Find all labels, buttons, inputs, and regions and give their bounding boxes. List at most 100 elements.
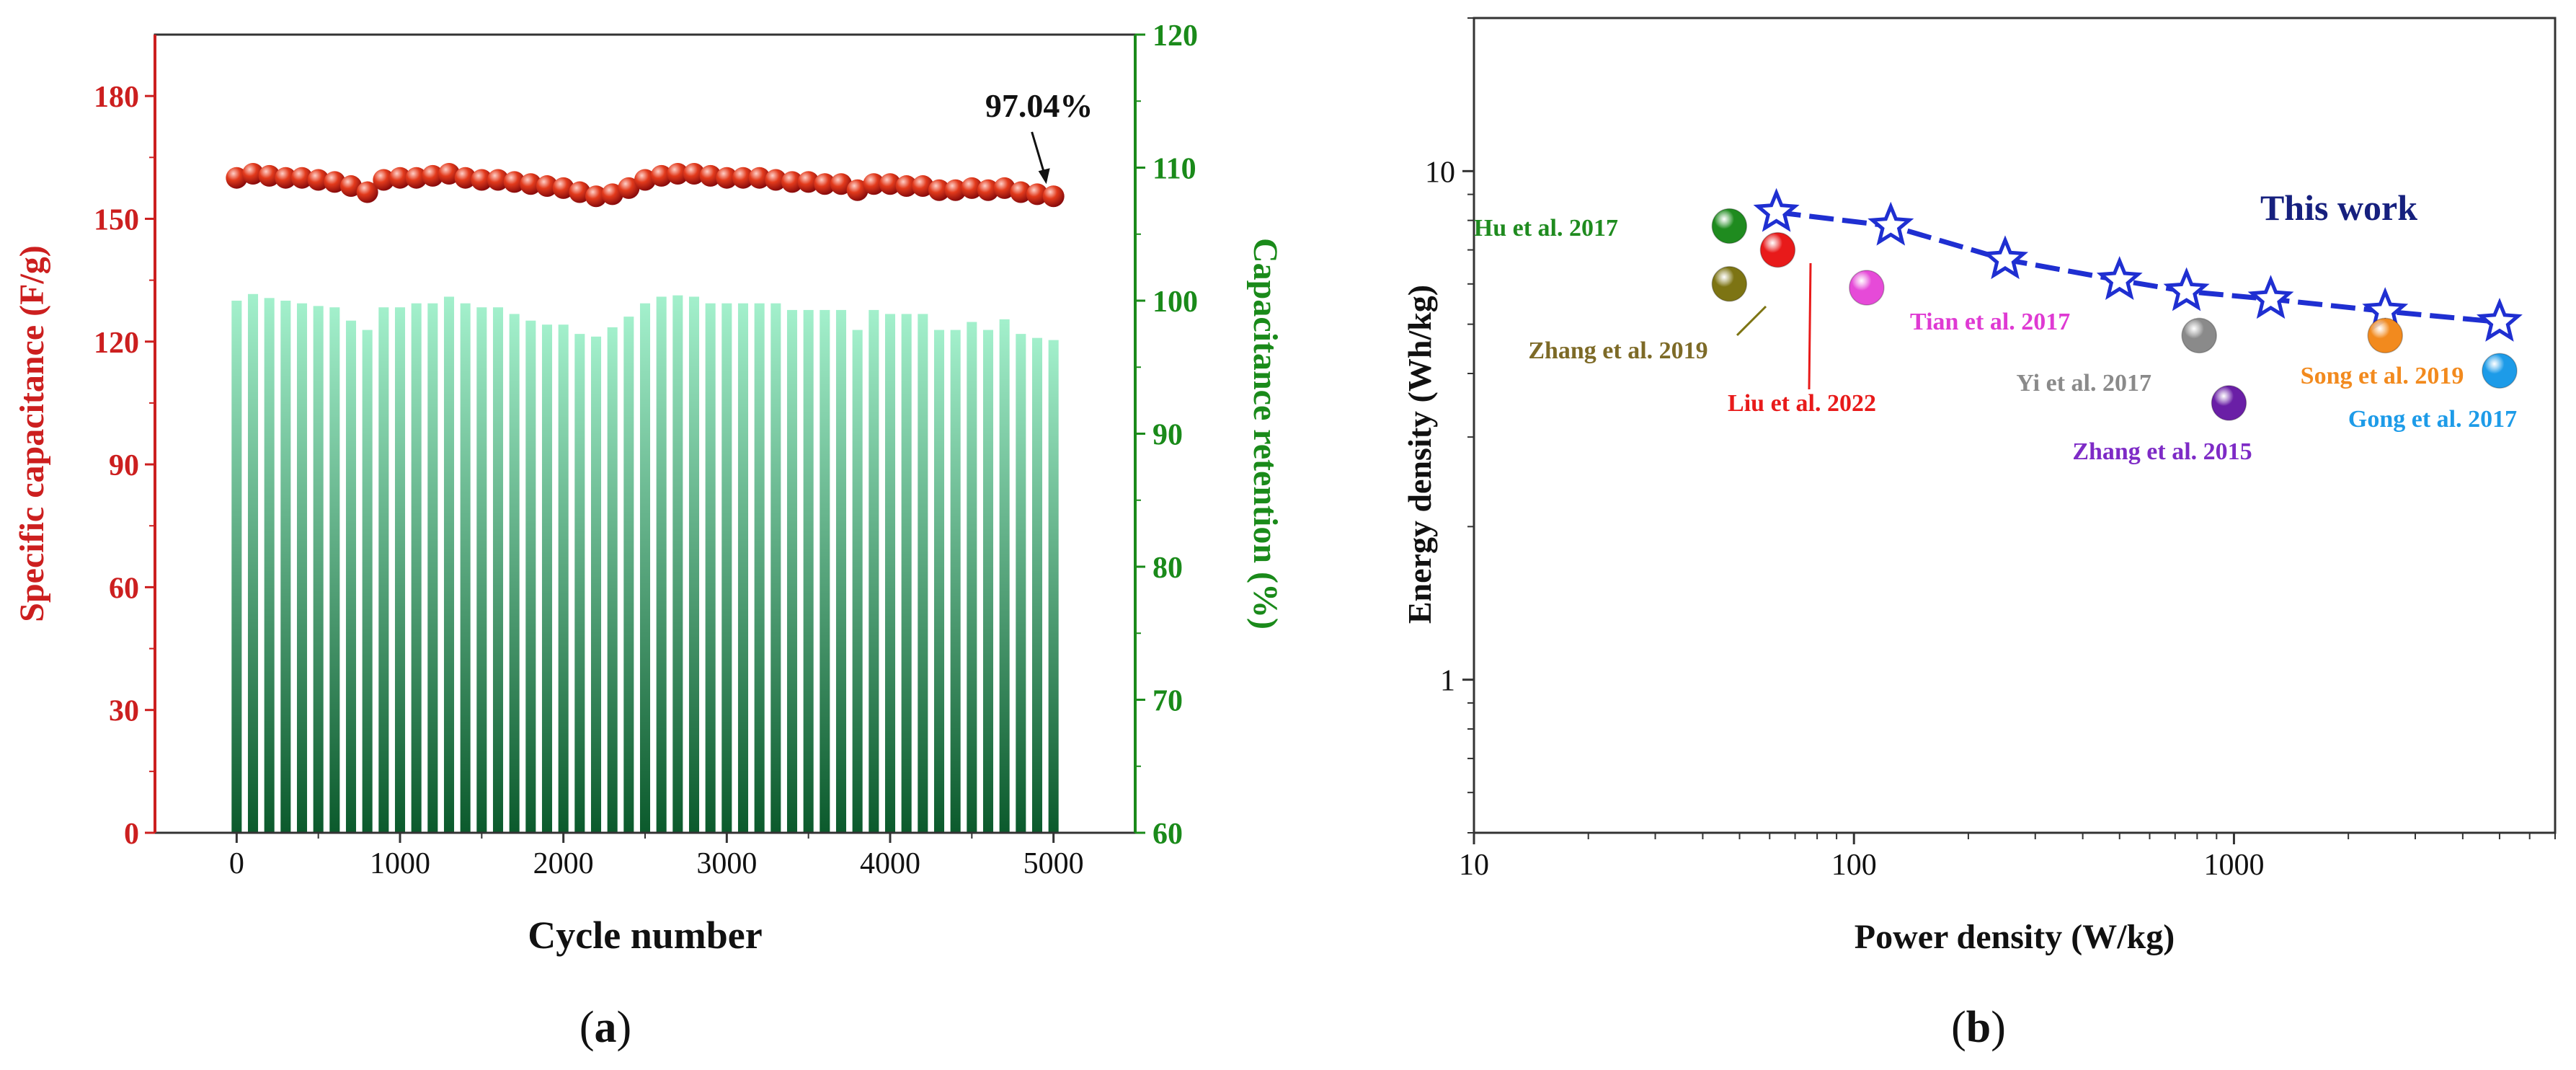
capacitance-point: [373, 169, 395, 191]
retention-bar: [329, 307, 340, 834]
this-work-star: [1981, 235, 2029, 280]
y-right-axis-label: Capacitance retention (%): [1246, 238, 1284, 629]
retention-bar: [721, 303, 732, 833]
capacitance-point: [846, 179, 869, 201]
retention-bar: [231, 301, 242, 833]
capacitance-point: [324, 171, 346, 193]
capacitance-point: [716, 167, 738, 189]
capacitance-point: [993, 177, 1016, 199]
capacitance-point: [585, 185, 607, 208]
retention-bar: [623, 317, 634, 833]
retention-bar: [852, 330, 863, 834]
y-left-tick-label: 60: [109, 572, 139, 605]
panel-a: 0 1000 2000 3000 4000 5000 0 30 60 90 120 150 180 60 7…: [13, 19, 1284, 1052]
capacitance-point: [699, 164, 721, 187]
comparison-label: Yi et al. 2017: [2016, 370, 2151, 397]
retention-bar: [1031, 337, 1043, 833]
capacitance-point: [895, 175, 918, 198]
comparison-point: [1759, 231, 1796, 268]
y-right-tick-label: 110: [1152, 153, 1196, 186]
capacitance-point: [471, 169, 493, 191]
comparison-leader-line: [1736, 305, 1767, 337]
retention-bar: [1016, 334, 1026, 833]
panel-b: 10 100 1000 1 10 Power density (W/kg) Energy d…: [1401, 17, 2557, 1052]
retention-bar: [1048, 340, 1059, 833]
panel-b-label-close: ): [1991, 1003, 2006, 1052]
comparison-label: Tian et al. 2017: [1910, 309, 2070, 335]
this-work-star: [2477, 297, 2523, 342]
this-work-star: [1867, 201, 1914, 246]
y-left-tick-label: 120: [94, 327, 139, 360]
retention-bar: [525, 320, 536, 833]
capacitance-point: [912, 175, 934, 198]
comparison-leader-line: [1808, 262, 1812, 390]
y-right-tick-label: 70: [1152, 685, 1183, 718]
capacitance-point: [389, 167, 411, 189]
panel-b-label: (b): [1951, 1003, 2006, 1052]
retention-bar: [901, 314, 912, 833]
capacitance-point: [487, 169, 509, 191]
capacitance-point: [781, 171, 803, 193]
capacitance-point: [503, 171, 525, 193]
capacitance-point: [977, 179, 999, 201]
retention-bar: [394, 307, 406, 834]
capacitance-point: [650, 164, 672, 187]
y-axis-label-b: Energy density (Wh/kg): [1401, 285, 1438, 624]
capacitance-point: [340, 175, 362, 198]
x-axis-label: Cycle number: [528, 914, 762, 957]
capacitance-point: [291, 167, 313, 189]
panel-a-label: (a): [579, 1003, 631, 1052]
retention-bar: [296, 303, 308, 833]
this-work-star: [2096, 256, 2143, 300]
this-work-star: [1753, 187, 1800, 232]
x-tick-label: 0: [229, 847, 244, 880]
retention-bar: [803, 309, 814, 833]
retention-bar: [427, 303, 438, 833]
comparison-point: [1849, 270, 1885, 306]
capacitance-point: [863, 173, 885, 195]
y-left-tick-label: 30: [109, 695, 139, 728]
panel-b-label-open: (: [1951, 1003, 1966, 1052]
panel-a-label-close: ): [617, 1003, 632, 1052]
capacitance-point: [1010, 181, 1032, 203]
y-right-tick-label: 120: [1152, 19, 1198, 53]
comparison-label: Hu et al. 2017: [1474, 215, 1618, 242]
comparison-point: [2482, 353, 2518, 389]
comparison-label: Zhang et al. 2015: [2072, 438, 2252, 465]
comparison-label: Zhang et al. 2019: [1528, 337, 1707, 364]
retention-bar: [933, 330, 945, 834]
y-right-tick-label: 90: [1152, 419, 1183, 452]
capacitance-point: [405, 167, 427, 189]
retention-bar: [280, 301, 291, 833]
retention-bar: [313, 306, 324, 833]
comparison-label: Gong et al. 2017: [2348, 406, 2517, 433]
comparison-label: Liu et al. 2022: [1728, 390, 1876, 417]
x-tick-label: 3000: [696, 847, 757, 880]
y-left-tick-label: 0: [124, 818, 139, 851]
capacitance-point: [569, 181, 591, 203]
retention-bar: [656, 296, 667, 834]
retention-bar: [982, 330, 994, 834]
plot-frame-b: [1473, 17, 2557, 834]
capacitance-point: [928, 179, 950, 201]
comparison-point: [2367, 317, 2403, 354]
capacitance-point: [879, 173, 901, 195]
retention-bar: [688, 296, 700, 834]
y-left-tick-label: 180: [94, 81, 139, 114]
retention-bar: [362, 330, 373, 834]
capacitance-point: [944, 179, 967, 201]
capacitance-point: [307, 169, 329, 191]
retention-bar: [835, 309, 847, 833]
capacitance-point: [242, 163, 264, 185]
capacitance-point: [275, 167, 297, 189]
retention-bar: [770, 303, 781, 833]
this-work-star: [2247, 275, 2294, 319]
retention-bar: [737, 303, 749, 833]
capacitance-point: [520, 173, 542, 195]
capacitance-point: [1026, 183, 1048, 205]
retention-bar: [967, 322, 977, 833]
retention-bar: [443, 296, 455, 834]
capacitance-point: [422, 164, 444, 187]
y-right-tick-label: 80: [1152, 552, 1183, 585]
retention-annotation: 97.04%: [985, 87, 1093, 124]
